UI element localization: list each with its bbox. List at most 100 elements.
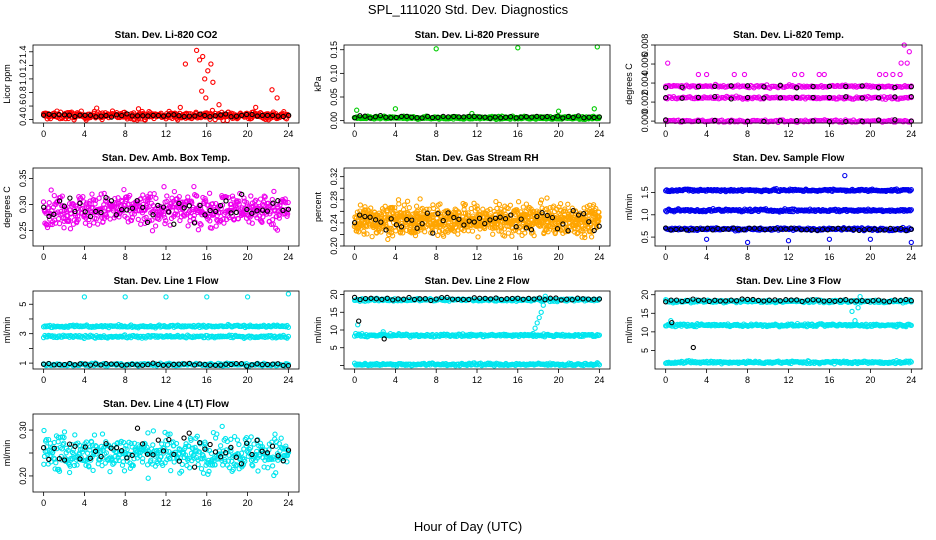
data-point bbox=[212, 113, 218, 119]
data-point bbox=[207, 114, 213, 120]
y-tick-label: 0.000 bbox=[640, 110, 650, 133]
x-tick-label: 20 bbox=[243, 375, 253, 385]
data-point bbox=[170, 204, 176, 210]
data-point bbox=[194, 193, 200, 199]
data-point bbox=[239, 112, 245, 119]
data-point bbox=[271, 188, 277, 195]
data-point bbox=[90, 205, 96, 211]
data-point bbox=[161, 184, 167, 190]
y-tick-label: 0.20 bbox=[329, 237, 339, 255]
data-point bbox=[513, 115, 519, 121]
data-point bbox=[44, 224, 51, 231]
data-point bbox=[75, 213, 81, 219]
data-point bbox=[588, 234, 595, 240]
data-point bbox=[128, 217, 135, 224]
data-point bbox=[45, 210, 51, 217]
data-point bbox=[203, 95, 209, 101]
y-tick-label: 0.6 bbox=[18, 100, 28, 113]
data-point bbox=[56, 220, 63, 227]
panel-title: Stan. Dev. Sample Flow bbox=[733, 153, 845, 164]
data-point bbox=[233, 113, 240, 119]
x-tick-label: 20 bbox=[554, 129, 564, 139]
y-tick-label: 0.25 bbox=[18, 222, 28, 240]
y-tick-label: 3 bbox=[18, 331, 28, 336]
data-point bbox=[492, 114, 498, 120]
data-point bbox=[89, 191, 95, 197]
data-point bbox=[398, 113, 405, 120]
y-tick-label: 0.5 bbox=[640, 231, 650, 244]
data-point bbox=[539, 114, 545, 120]
data-point bbox=[193, 47, 200, 54]
x-tick-label: 16 bbox=[202, 129, 212, 139]
data-point bbox=[152, 223, 159, 229]
data-point bbox=[581, 115, 587, 121]
panel-ylabel: kPa bbox=[313, 76, 323, 92]
data-point bbox=[565, 201, 571, 207]
data-point bbox=[163, 294, 169, 300]
data-point bbox=[177, 104, 183, 111]
data-point bbox=[51, 192, 57, 199]
y-tick-label: 0.35 bbox=[18, 170, 28, 188]
y-tick-label: 0.008 bbox=[640, 34, 650, 57]
data-point bbox=[56, 111, 62, 118]
y-tick-label: 1.0 bbox=[640, 209, 650, 222]
data-point bbox=[82, 220, 89, 226]
data-point bbox=[156, 216, 162, 222]
data-point bbox=[357, 113, 363, 119]
data-point bbox=[164, 193, 170, 199]
data-point bbox=[197, 111, 203, 117]
data-point bbox=[243, 111, 250, 118]
data-point bbox=[826, 94, 833, 101]
data-point bbox=[409, 114, 415, 120]
panel-p3: Stan. Dev. Li-820 Temp.degrees C0 4 8 12 16 2… bbox=[624, 30, 923, 139]
y-tick-label: 0.4 bbox=[18, 113, 28, 126]
data-point bbox=[406, 205, 412, 211]
panel-ylabel: degrees C bbox=[2, 186, 12, 228]
data-point bbox=[185, 223, 191, 229]
data-point bbox=[794, 85, 800, 91]
data-point bbox=[158, 212, 164, 218]
data-point bbox=[244, 200, 250, 206]
data-point bbox=[522, 230, 528, 236]
panel-ylabel: percent bbox=[313, 191, 323, 222]
data-point bbox=[594, 44, 600, 50]
x-tick-label: 0 bbox=[663, 129, 668, 139]
y-tick-label: 0.004 bbox=[640, 72, 650, 95]
data-point bbox=[228, 201, 235, 207]
panel-title: Stan. Dev. Li-820 CO2 bbox=[115, 30, 218, 41]
data-point bbox=[91, 210, 97, 216]
data-point bbox=[140, 113, 146, 119]
data-point bbox=[475, 234, 481, 240]
data-point bbox=[213, 223, 219, 229]
data-point bbox=[498, 115, 504, 121]
data-point bbox=[140, 192, 146, 198]
data-point bbox=[560, 115, 566, 121]
data-point bbox=[82, 112, 88, 118]
data-point bbox=[898, 60, 904, 66]
data-point bbox=[843, 83, 849, 90]
data-point bbox=[364, 231, 370, 237]
data-point bbox=[875, 117, 882, 123]
x-tick-label: 16 bbox=[202, 375, 212, 385]
data-point bbox=[826, 236, 833, 242]
data-point bbox=[145, 113, 151, 119]
data-point bbox=[206, 190, 213, 196]
data-point bbox=[466, 113, 472, 120]
data-point bbox=[67, 226, 74, 232]
x-tick-label: 0 bbox=[41, 129, 46, 139]
data-point bbox=[113, 112, 120, 118]
data-point bbox=[435, 114, 441, 121]
data-point bbox=[591, 114, 597, 121]
data-point bbox=[208, 61, 214, 67]
data-point bbox=[679, 95, 685, 101]
data-point bbox=[67, 195, 73, 201]
data-point bbox=[385, 236, 391, 243]
data-point bbox=[529, 114, 535, 120]
data-point bbox=[440, 113, 446, 120]
panel-p4: Stan. Dev. Amb. Box Temp.degrees C0 4 8 12 1… bbox=[2, 153, 300, 262]
data-point bbox=[663, 84, 669, 91]
